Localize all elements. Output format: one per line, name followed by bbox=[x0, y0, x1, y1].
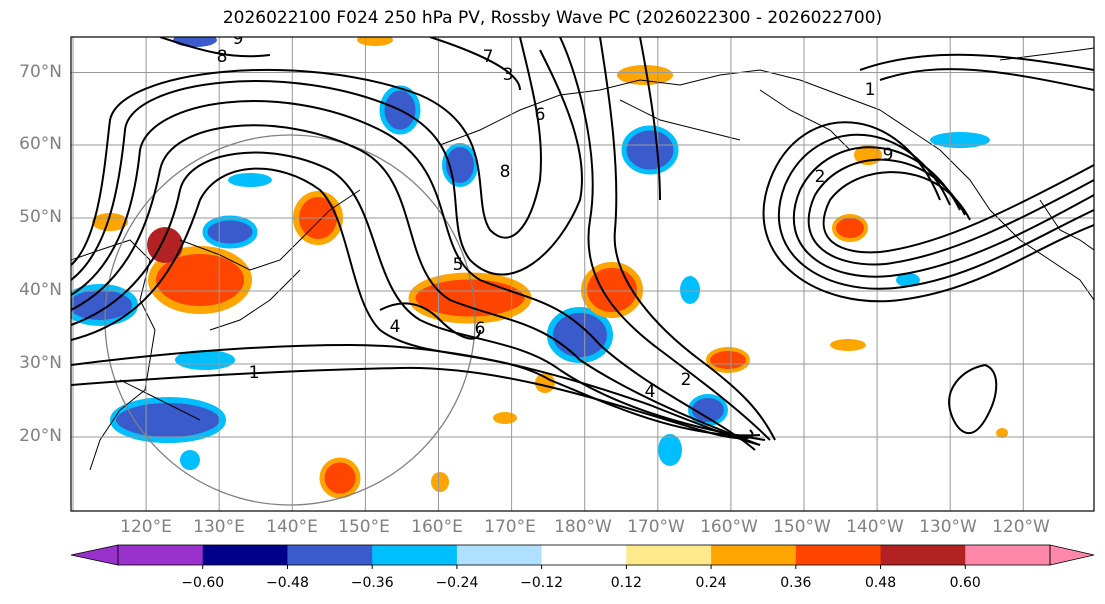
colorbar-segment bbox=[965, 545, 1051, 565]
lat-label: 30°N bbox=[19, 353, 62, 373]
colorbar-segment bbox=[118, 545, 204, 565]
colorbar-segment bbox=[626, 545, 712, 565]
contour-label: 8 bbox=[500, 162, 511, 182]
contour-label: 3 bbox=[503, 65, 514, 85]
colorbar-segment bbox=[287, 545, 373, 565]
lon-label: 150°W bbox=[773, 517, 831, 537]
lat-label: 70°N bbox=[19, 61, 62, 82]
contour-label: 4 bbox=[645, 382, 656, 402]
range-circle bbox=[104, 134, 476, 506]
pv-shading bbox=[71, 37, 1008, 499]
contour-label: 4 bbox=[390, 317, 401, 337]
lat-label: 60°N bbox=[19, 134, 62, 154]
lon-label: 180°W bbox=[554, 517, 612, 537]
lon-label: 170°E bbox=[484, 517, 536, 537]
lon-label: 170°W bbox=[627, 517, 685, 537]
colorbar-extend-high bbox=[1049, 544, 1095, 566]
colorbar-segment bbox=[372, 545, 458, 565]
lat-label: 20°N bbox=[19, 426, 62, 446]
colorbar-tick-label: −0.36 bbox=[350, 575, 394, 591]
lon-label: 150°E bbox=[338, 517, 390, 537]
lat-label: 50°N bbox=[19, 207, 62, 227]
lon-label: 160°E bbox=[411, 517, 463, 537]
lat-label: 40°N bbox=[19, 280, 62, 300]
lon-label: 130°E bbox=[193, 517, 245, 537]
lon-label: 120°W bbox=[992, 517, 1050, 537]
colorbar-tick-label: −0.24 bbox=[435, 575, 479, 591]
colorbar-tick-label: 0.24 bbox=[695, 575, 727, 591]
colorbar-segment bbox=[541, 545, 627, 565]
contour-label: 9 bbox=[883, 145, 894, 165]
lon-label: 130°W bbox=[919, 517, 977, 537]
colorbar-tick-label: −0.48 bbox=[266, 575, 309, 591]
colorbar-tick-label: 0.60 bbox=[949, 575, 981, 591]
lon-label: 140°E bbox=[266, 517, 318, 537]
contour-label: 5 bbox=[453, 255, 464, 275]
pv-contours bbox=[71, 37, 1094, 451]
contour-label: 7 bbox=[483, 47, 494, 67]
contour-label: 1 bbox=[865, 80, 876, 100]
contour-label: 1 bbox=[249, 363, 260, 383]
colorbar-segment bbox=[711, 545, 797, 565]
contour-label: 8 bbox=[217, 47, 228, 67]
contour-label: 2 bbox=[681, 370, 692, 390]
colorbar-extend-low bbox=[70, 544, 119, 566]
lon-label: 140°W bbox=[846, 517, 904, 537]
colorbar-segment bbox=[880, 545, 966, 565]
contour-label: 6 bbox=[475, 319, 486, 339]
graticule bbox=[71, 37, 1094, 511]
colorbar-tick-label: −0.12 bbox=[520, 575, 564, 591]
map-title: 2026022100 F024 250 hPa PV, Rossby Wave … bbox=[222, 8, 883, 28]
colorbar-tick-label: 0.12 bbox=[610, 575, 642, 591]
lon-label: 160°W bbox=[700, 517, 758, 537]
colorbar bbox=[70, 544, 1095, 569]
contour-label: 2 bbox=[815, 167, 826, 187]
lon-label: 120°E bbox=[120, 517, 172, 537]
contour-label: 6 bbox=[535, 105, 546, 125]
map-frame bbox=[70, 36, 1095, 512]
colorbar-tick-label: 0.36 bbox=[780, 575, 812, 591]
colorbar-tick-label: 0.48 bbox=[864, 575, 897, 591]
colorbar-tick-label: −0.60 bbox=[181, 575, 225, 591]
colorbar-segment bbox=[202, 545, 288, 565]
colorbar-segment bbox=[795, 545, 882, 565]
contour-label: 9 bbox=[233, 29, 244, 49]
colorbar-segment bbox=[456, 545, 543, 565]
